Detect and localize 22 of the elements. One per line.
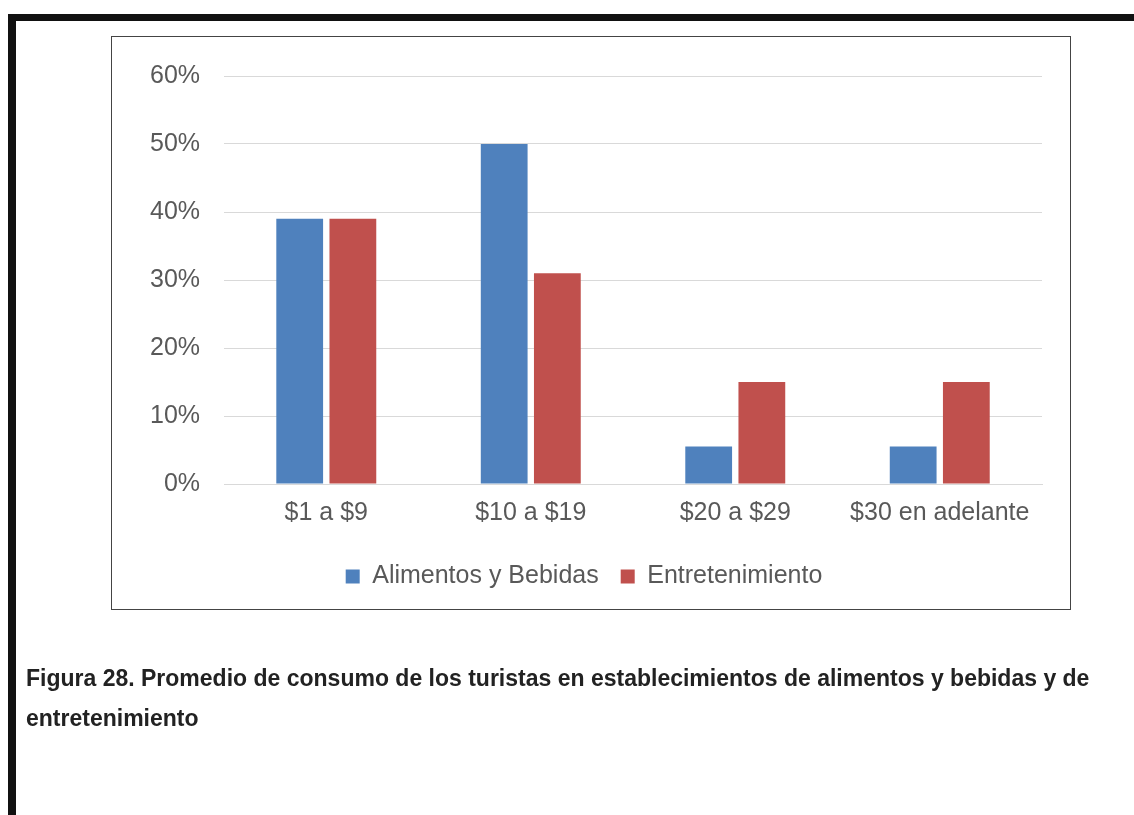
x-tick-label: $20 a $29 (679, 496, 791, 525)
bar (685, 446, 733, 484)
y-tick-label: 60% (149, 59, 201, 88)
bar (276, 218, 324, 484)
bar (329, 218, 377, 484)
bar (738, 382, 786, 484)
y-tick-label: 40% (149, 195, 201, 224)
y-tick-label: 10% (149, 399, 201, 428)
y-tick-label: 50% (149, 127, 201, 156)
y-tick-label: 0% (163, 467, 201, 496)
y-tick-label: 30% (149, 263, 201, 292)
bar (480, 144, 528, 484)
bar (533, 273, 581, 484)
x-tick-label: $1 a $9 (284, 496, 368, 525)
legend-label: Alimentos y Bebidas (372, 560, 599, 589)
legend-label: Entretenimiento (647, 560, 823, 589)
bar (889, 446, 937, 484)
bar (942, 382, 990, 484)
x-tick-label: $30 en adelante (850, 496, 1030, 525)
text: Figura 28. Promedio de consumo de los turistas en establecimientos de alimentos y bebidas y de entretenimiento (26, 664, 1091, 733)
x-tick-label: $10 a $19 (475, 496, 587, 525)
y-tick-label: 20% (149, 331, 201, 360)
